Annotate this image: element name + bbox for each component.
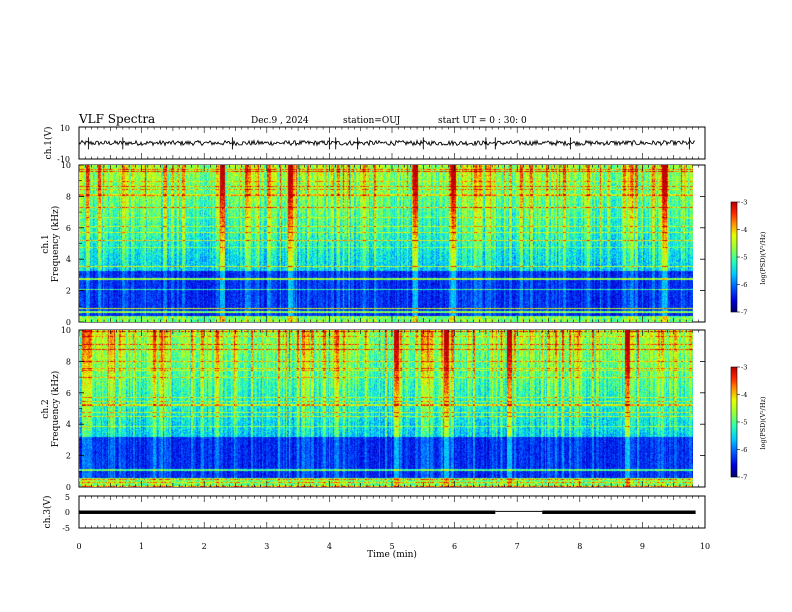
freq-tick-label: 0 bbox=[66, 318, 71, 327]
ch3-ytick-bottom: -5 bbox=[62, 524, 70, 533]
time-tick-label: 1 bbox=[139, 542, 144, 551]
ch1-waveform-trace bbox=[78, 137, 696, 150]
ch3-trace-segment bbox=[79, 510, 496, 514]
colorbar-tick-label: -7 bbox=[741, 309, 747, 317]
ch3-ylabel: ch.3(V) bbox=[42, 496, 53, 529]
time-tick-label: 2 bbox=[202, 542, 207, 551]
ch1-ytick-top: 10 bbox=[60, 124, 70, 133]
colorbar-tick-label: -5 bbox=[741, 254, 747, 262]
ch1-colorbar-label: log(PSD)(V²/Hz) bbox=[759, 231, 767, 284]
freq-tick-label: 10 bbox=[61, 161, 71, 170]
freq-tick-label: 8 bbox=[66, 357, 71, 366]
ch3-ytick-middle: 0 bbox=[65, 508, 70, 517]
date-label: Dec.9 , 2024 bbox=[251, 116, 309, 126]
freq-tick-label: 6 bbox=[66, 224, 71, 233]
colorbar-tick-label: -4 bbox=[741, 391, 747, 399]
ch3-ytick-top: 5 bbox=[65, 493, 70, 502]
ch2-ylabel-frequency: Frequency (kHz) bbox=[50, 371, 61, 448]
freq-tick-label: 10 bbox=[61, 326, 71, 335]
colorbar-tick-label: -3 bbox=[741, 199, 747, 207]
station-label: station=OUJ bbox=[343, 116, 401, 126]
time-tick-label: 6 bbox=[452, 542, 457, 551]
time-axis-labels: 0 1 2 3 4 5 6 7 8 9 10 bbox=[76, 542, 710, 551]
freq-tick-label: 0 bbox=[66, 483, 71, 492]
ch2-colorbar bbox=[731, 367, 737, 477]
colorbar-tick-label: -4 bbox=[741, 226, 747, 234]
ch1-spectrogram-heatmap bbox=[79, 165, 693, 322]
time-tick-label: 8 bbox=[577, 542, 582, 551]
ch1-ytick-bottom: -10 bbox=[57, 155, 70, 164]
time-tick-label: 3 bbox=[264, 542, 269, 551]
ch1-ylabel-frequency: Frequency (kHz) bbox=[50, 206, 61, 283]
time-tick-label: 10 bbox=[700, 542, 710, 551]
time-axis-title: Time (min) bbox=[367, 549, 417, 560]
freq-tick-label: 6 bbox=[66, 389, 71, 398]
time-axis-ticks bbox=[78, 127, 706, 528]
time-tick-label: 4 bbox=[327, 542, 332, 551]
time-tick-label: 0 bbox=[76, 542, 81, 551]
colorbar-tick-label: -6 bbox=[741, 446, 747, 454]
freq-tick-label: 4 bbox=[66, 420, 71, 429]
ch1-ylabel-channel: ch.1 bbox=[41, 234, 51, 253]
colorbar-tick-label: -3 bbox=[741, 364, 747, 372]
freq-tick-label: 2 bbox=[66, 452, 71, 461]
time-tick-label: 5 bbox=[389, 542, 394, 551]
freq-tick-label: 8 bbox=[66, 192, 71, 201]
ch2-spectrogram-heatmap bbox=[79, 330, 693, 487]
ch1-ylabel: ch.1(V) bbox=[43, 127, 54, 160]
start-time-label: start UT = 0 : 30: 0 bbox=[438, 116, 527, 126]
ch1-colorbar bbox=[731, 202, 737, 312]
colorbar-tick-label: -7 bbox=[741, 474, 747, 482]
ch1-waveform-panel: 10 -10 ch.1(V) bbox=[43, 124, 706, 164]
colorbar-tick-label: -6 bbox=[741, 281, 747, 289]
figure-title: VLF Spectra bbox=[78, 112, 155, 126]
time-tick-label: 9 bbox=[640, 542, 645, 551]
time-tick-label: 7 bbox=[515, 542, 520, 551]
colorbar-tick-label: -5 bbox=[741, 419, 747, 427]
ch2-ylabel-channel: ch.2 bbox=[41, 399, 51, 418]
ch2-colorbar-label: log(PSD)(V²/Hz) bbox=[759, 396, 767, 449]
ch3-trace-segment bbox=[542, 510, 696, 514]
freq-tick-label: 4 bbox=[66, 255, 71, 264]
freq-tick-label: 2 bbox=[66, 287, 71, 296]
